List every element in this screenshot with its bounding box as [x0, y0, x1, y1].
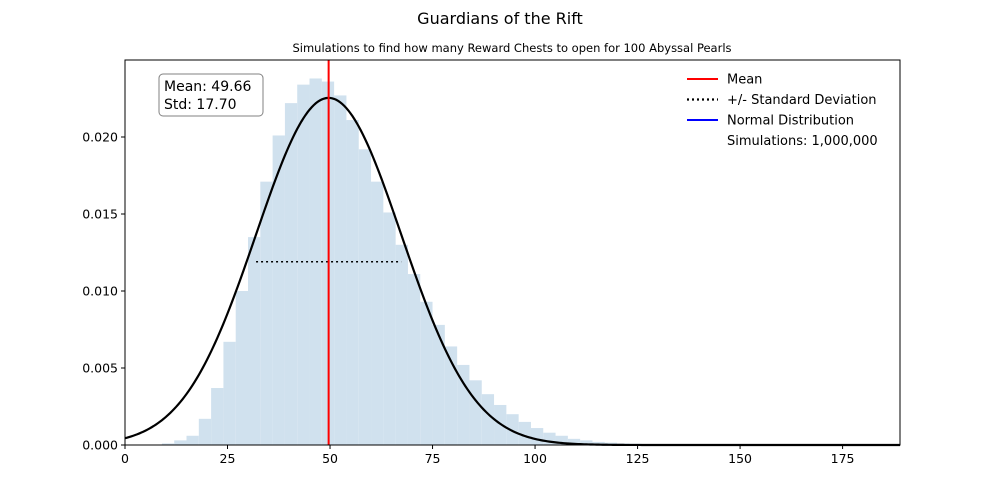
histogram-bar — [346, 120, 359, 445]
x-axis: 0 25 50 75 100 125 150 175 — [121, 445, 855, 466]
histogram-bar — [481, 394, 495, 445]
histogram-bar — [555, 435, 568, 445]
histogram-bar — [420, 301, 433, 445]
chart-title: Guardians of the Rift — [417, 9, 583, 28]
y-tick-label: 0.015 — [82, 207, 118, 222]
x-tick-label: 0 — [121, 451, 129, 466]
histogram-bar — [174, 440, 187, 445]
histogram-bar — [248, 237, 261, 445]
legend-label: Simulations: 1,000,000 — [727, 134, 878, 149]
histogram-bar — [530, 428, 544, 445]
y-tick-label: 0.010 — [82, 284, 118, 299]
histogram-bar — [444, 346, 458, 445]
histogram-bar — [383, 212, 396, 445]
plot-frame — [124, 59, 901, 446]
histogram-bar — [186, 435, 199, 445]
histogram-bar — [506, 414, 519, 445]
x-tick-label: 25 — [220, 451, 236, 466]
histogram-bar — [334, 95, 347, 446]
chart-subtitle: Simulations to find how many Reward Ches… — [292, 41, 731, 55]
histogram-bar — [198, 418, 212, 445]
x-tick-label: 75 — [425, 451, 441, 466]
y-tick-label: 0.005 — [82, 361, 118, 376]
legend-label: +/- Standard Deviation — [727, 93, 877, 108]
histogram-bar — [432, 324, 445, 445]
x-tick-label: 175 — [831, 451, 855, 466]
x-tick-label: 150 — [728, 451, 752, 466]
histogram-bar — [309, 78, 322, 445]
histogram-bar — [161, 443, 175, 445]
histogram-bar — [284, 103, 298, 446]
histogram-bar — [371, 181, 384, 445]
histogram-bar — [235, 291, 249, 445]
legend-label: Normal Distribution — [727, 114, 854, 129]
histogram-bar — [297, 84, 310, 445]
x-tick-label: 100 — [523, 451, 547, 466]
histogram-bar — [457, 364, 470, 445]
x-tick-label: 50 — [322, 451, 338, 466]
histogram-bar — [567, 438, 581, 445]
y-tick-label: 0.000 — [82, 438, 118, 453]
histogram-bar — [469, 380, 482, 445]
histogram-bar — [518, 421, 531, 445]
legend-label: Mean — [727, 73, 762, 88]
histogram-bar — [580, 440, 593, 445]
histogram-bar — [260, 181, 273, 445]
histogram-bar — [223, 341, 236, 445]
histogram-bar — [407, 274, 421, 445]
x-tick-label: 125 — [626, 451, 650, 466]
stats-std-label: Std: 17.70 — [164, 97, 237, 113]
y-tick-label: 0.020 — [82, 130, 118, 145]
stats-box: Mean: 49.66 Std: 17.70 — [158, 73, 264, 117]
histogram-bar — [395, 244, 408, 445]
histogram-bars — [161, 78, 679, 446]
histogram-bar — [592, 441, 605, 445]
legend: Mean +/- Standard Deviation Normal Distrib… — [687, 73, 878, 149]
histogram-bar — [272, 135, 285, 445]
y-axis: 0.000 0.005 0.010 0.015 0.020 — [82, 130, 125, 453]
histogram-bar — [211, 388, 224, 445]
stats-mean-label: Mean: 49.66 — [164, 79, 251, 95]
histogram-bar — [358, 149, 372, 445]
